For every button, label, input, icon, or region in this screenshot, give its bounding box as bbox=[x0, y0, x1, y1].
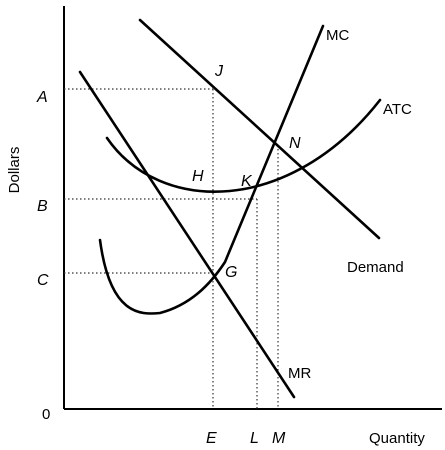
point-j-label: J bbox=[214, 63, 224, 80]
y-tick-a: A bbox=[36, 89, 48, 106]
mr-curve bbox=[78, 70, 296, 399]
x-tick-l: L bbox=[250, 430, 259, 447]
mc-curve bbox=[98, 24, 325, 315]
x-tick-m: M bbox=[272, 430, 286, 447]
y-axis-label: Dollars bbox=[6, 147, 23, 194]
point-n-label: N bbox=[289, 135, 301, 152]
demand-curve bbox=[138, 18, 381, 240]
mc-label: MC bbox=[326, 27, 349, 44]
point-h-label: H bbox=[192, 168, 204, 185]
mr-label: MR bbox=[288, 365, 311, 382]
y-tick-c: C bbox=[37, 272, 49, 289]
demand-label: Demand bbox=[347, 259, 404, 276]
atc-label: ATC bbox=[383, 101, 412, 118]
y-tick-b: B bbox=[37, 198, 48, 215]
origin-label: 0 bbox=[42, 406, 50, 423]
x-tick-e: E bbox=[206, 430, 217, 447]
point-g-label: G bbox=[225, 264, 237, 281]
point-k-label: K bbox=[241, 173, 253, 190]
x-axis-label: Quantity bbox=[369, 430, 425, 447]
atc-curve bbox=[105, 98, 382, 194]
